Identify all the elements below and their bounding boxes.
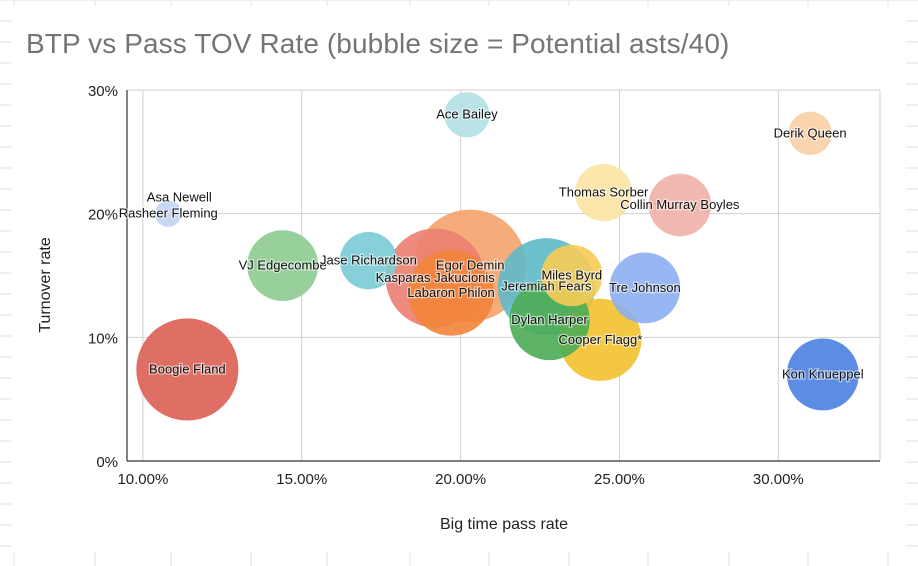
bubble-label: Labaron Philon xyxy=(407,285,494,300)
bubble-label: Rasheer Fleming xyxy=(119,206,218,221)
bubble-label: Collin Murray Boyles xyxy=(620,197,740,212)
chart-title: BTP vs Pass TOV Rate (bubble size = Pote… xyxy=(26,28,730,59)
bubble-label: Egor Demin xyxy=(436,258,505,273)
bubble-label: Cooper Flagg* xyxy=(558,332,642,347)
x-tick-label: 10.00% xyxy=(117,471,168,488)
bubble[interactable] xyxy=(136,318,239,421)
x-axis-label: Big time pass rate xyxy=(440,516,568,533)
bubble[interactable] xyxy=(247,230,319,302)
bubble-label: Ace Bailey xyxy=(436,107,498,122)
bubble[interactable] xyxy=(574,163,633,222)
y-tick-label: 0% xyxy=(96,454,118,471)
y-axis-label: Turnover rate xyxy=(37,237,54,333)
tick-labels: 10.00% 15.00% 20.00% 25.00% 30.00% 0% 10% 20% 30… xyxy=(88,83,804,488)
x-tick-label: 30.00% xyxy=(753,471,804,488)
bubble-label: Tre Johnson xyxy=(609,280,681,295)
bubble[interactable] xyxy=(408,249,494,336)
bubble-label: Asa Newell xyxy=(147,190,212,205)
y-tick-label: 30% xyxy=(88,83,118,100)
x-tick-label: 25.00% xyxy=(594,471,645,488)
bubble[interactable] xyxy=(788,111,832,155)
bubble-label: Kasparas Jakucionis xyxy=(376,270,496,285)
bubble-label: Kon Knueppel xyxy=(782,366,864,381)
bubble-label: Thomas Sorber xyxy=(559,185,649,200)
bubble[interactable] xyxy=(155,201,181,227)
bubble[interactable] xyxy=(444,92,490,138)
x-tick-label: 20.00% xyxy=(435,471,486,488)
y-tick-label: 10% xyxy=(88,330,118,347)
bubble-label: Boogie Fland xyxy=(149,361,226,376)
bubble[interactable] xyxy=(648,173,712,237)
y-tick-label: 20% xyxy=(88,207,118,224)
axes xyxy=(126,90,880,462)
bubble-label: Jase Richardson xyxy=(320,253,417,268)
bubble-label: Miles Byrd xyxy=(541,268,602,283)
bubble-label: Jeremiah Fears xyxy=(501,279,592,294)
bubble[interactable] xyxy=(541,244,603,307)
bubble[interactable] xyxy=(339,231,398,290)
bubble-label: Dylan Harper xyxy=(511,312,588,327)
bubble[interactable] xyxy=(786,338,859,411)
bubble[interactable] xyxy=(609,252,681,324)
bubble-label: VJ Edgecombe xyxy=(239,258,327,273)
bubbles xyxy=(136,92,859,421)
bubble-label: Derik Queen xyxy=(774,125,847,140)
x-tick-label: 15.00% xyxy=(276,471,327,488)
